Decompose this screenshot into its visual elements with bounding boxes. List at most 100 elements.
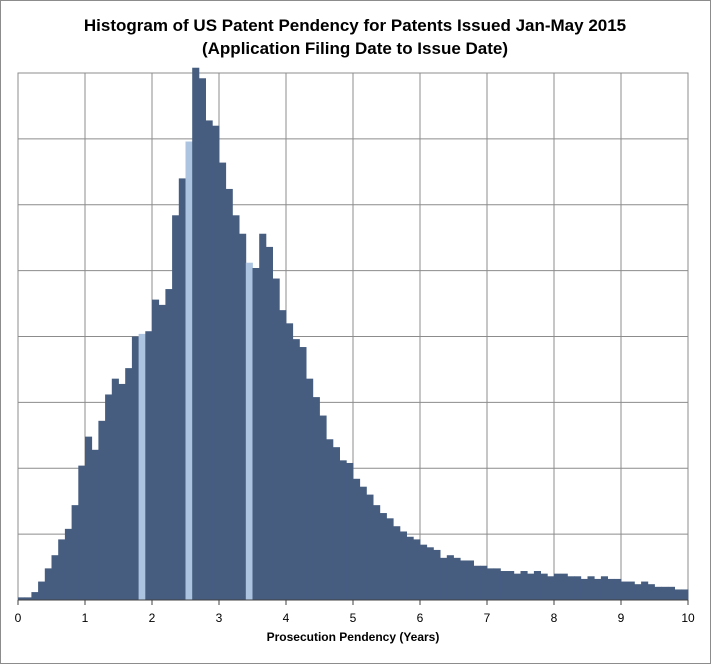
histogram-bar	[272, 278, 280, 600]
histogram-bar	[198, 78, 206, 600]
histogram-bar	[44, 568, 52, 600]
histogram-bar	[219, 162, 227, 600]
histogram-bar	[111, 378, 119, 600]
histogram-bar	[554, 573, 562, 600]
histogram-bar	[346, 462, 354, 600]
histogram-bar	[473, 565, 481, 600]
histogram-bar	[24, 597, 32, 600]
histogram-bar	[225, 188, 233, 600]
histogram-bar	[64, 528, 72, 600]
histogram-bar	[600, 576, 608, 600]
histogram-bar	[681, 589, 689, 600]
histogram-bar	[440, 557, 448, 600]
x-axis-ticks: 0 1 2 3 4 5 6 7 8 9 10	[15, 600, 695, 625]
histogram-bar	[299, 347, 307, 600]
histogram-bar	[85, 436, 93, 600]
histogram-bar	[125, 368, 133, 600]
histogram-bar	[634, 584, 642, 600]
histogram-bar	[359, 486, 367, 600]
histogram-bar	[172, 215, 180, 601]
x-tick-label: 1	[82, 611, 89, 625]
x-tick-label: 6	[417, 611, 424, 625]
histogram-bar	[373, 505, 381, 600]
histogram-bar	[460, 560, 468, 600]
x-tick-label: 7	[484, 611, 491, 625]
histogram-bars	[18, 67, 689, 601]
histogram-bar	[178, 178, 186, 600]
histogram-bar	[332, 447, 340, 600]
histogram-bar	[366, 494, 374, 600]
histogram-bar	[105, 394, 113, 600]
histogram-bar	[587, 576, 595, 600]
histogram-bar	[165, 289, 173, 600]
x-tick-label: 2	[149, 611, 156, 625]
histogram-bar	[413, 539, 421, 600]
histogram-bar	[252, 267, 260, 600]
histogram-bar	[205, 120, 213, 601]
histogram-bar	[674, 589, 682, 600]
histogram-bar	[145, 331, 153, 600]
histogram-bar	[594, 578, 602, 600]
histogram-bar	[621, 581, 629, 600]
histogram-bar	[446, 555, 454, 600]
histogram-bar	[507, 571, 515, 600]
histogram-bar-highlighted	[185, 141, 193, 600]
histogram-bar	[158, 304, 166, 600]
histogram-bar	[319, 415, 327, 600]
histogram-bar	[560, 573, 568, 600]
histogram-bar	[265, 246, 273, 600]
histogram-bar	[399, 531, 407, 600]
chart-title-line-2: (Application Filing Date to Issue Date)	[202, 39, 508, 58]
histogram-bar	[420, 544, 428, 600]
histogram-bar	[453, 557, 461, 600]
histogram-bar	[607, 578, 615, 600]
histogram-bar	[239, 233, 247, 601]
x-tick-label: 0	[15, 611, 22, 625]
histogram-bar	[480, 565, 488, 600]
histogram-bar	[654, 586, 662, 600]
histogram-bar	[614, 578, 622, 600]
histogram-bar	[580, 578, 588, 600]
histogram-bar	[279, 310, 287, 600]
histogram-bar	[406, 536, 414, 600]
histogram-bar	[353, 478, 361, 600]
histogram-bar	[152, 299, 160, 600]
histogram-bar	[51, 555, 59, 600]
histogram-bar	[527, 573, 535, 600]
x-tick-label: 9	[618, 611, 625, 625]
histogram-bar	[118, 383, 126, 600]
histogram-bar	[513, 573, 521, 600]
histogram-bar	[393, 526, 401, 600]
histogram-bar	[533, 571, 541, 600]
histogram-bar	[386, 518, 394, 600]
histogram-bar	[18, 597, 26, 600]
histogram-bar	[292, 339, 300, 600]
histogram-bar	[259, 233, 267, 601]
x-tick-label: 10	[681, 611, 695, 625]
histogram-bar	[232, 215, 240, 601]
histogram-bar	[38, 581, 46, 600]
histogram-bar	[326, 439, 334, 600]
histogram-bar	[131, 336, 139, 600]
histogram-bar	[487, 568, 495, 600]
histogram-bar	[339, 460, 347, 600]
histogram-bar	[286, 323, 294, 600]
x-tick-label: 4	[283, 611, 290, 625]
x-axis-label: Prosecution Pendency (Years)	[267, 630, 440, 644]
histogram-bar	[78, 465, 86, 600]
histogram-bar	[426, 547, 434, 600]
histogram-bar	[567, 576, 575, 600]
histogram-bar	[466, 560, 474, 600]
histogram-bar	[212, 125, 220, 600]
histogram-bar	[493, 568, 501, 600]
histogram-bar	[547, 576, 555, 600]
histogram-bar	[58, 539, 66, 600]
histogram-bar	[91, 449, 99, 600]
histogram-bar	[540, 573, 548, 600]
histogram-bar	[192, 67, 200, 601]
histogram-bar-highlighted	[245, 262, 253, 600]
chart-title-line-1: Histogram of US Patent Pendency for Pate…	[84, 16, 626, 35]
histogram-bar-highlighted	[138, 333, 146, 600]
histogram-bar	[312, 397, 320, 600]
